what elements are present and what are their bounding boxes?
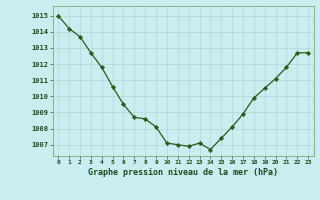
- X-axis label: Graphe pression niveau de la mer (hPa): Graphe pression niveau de la mer (hPa): [88, 168, 278, 177]
